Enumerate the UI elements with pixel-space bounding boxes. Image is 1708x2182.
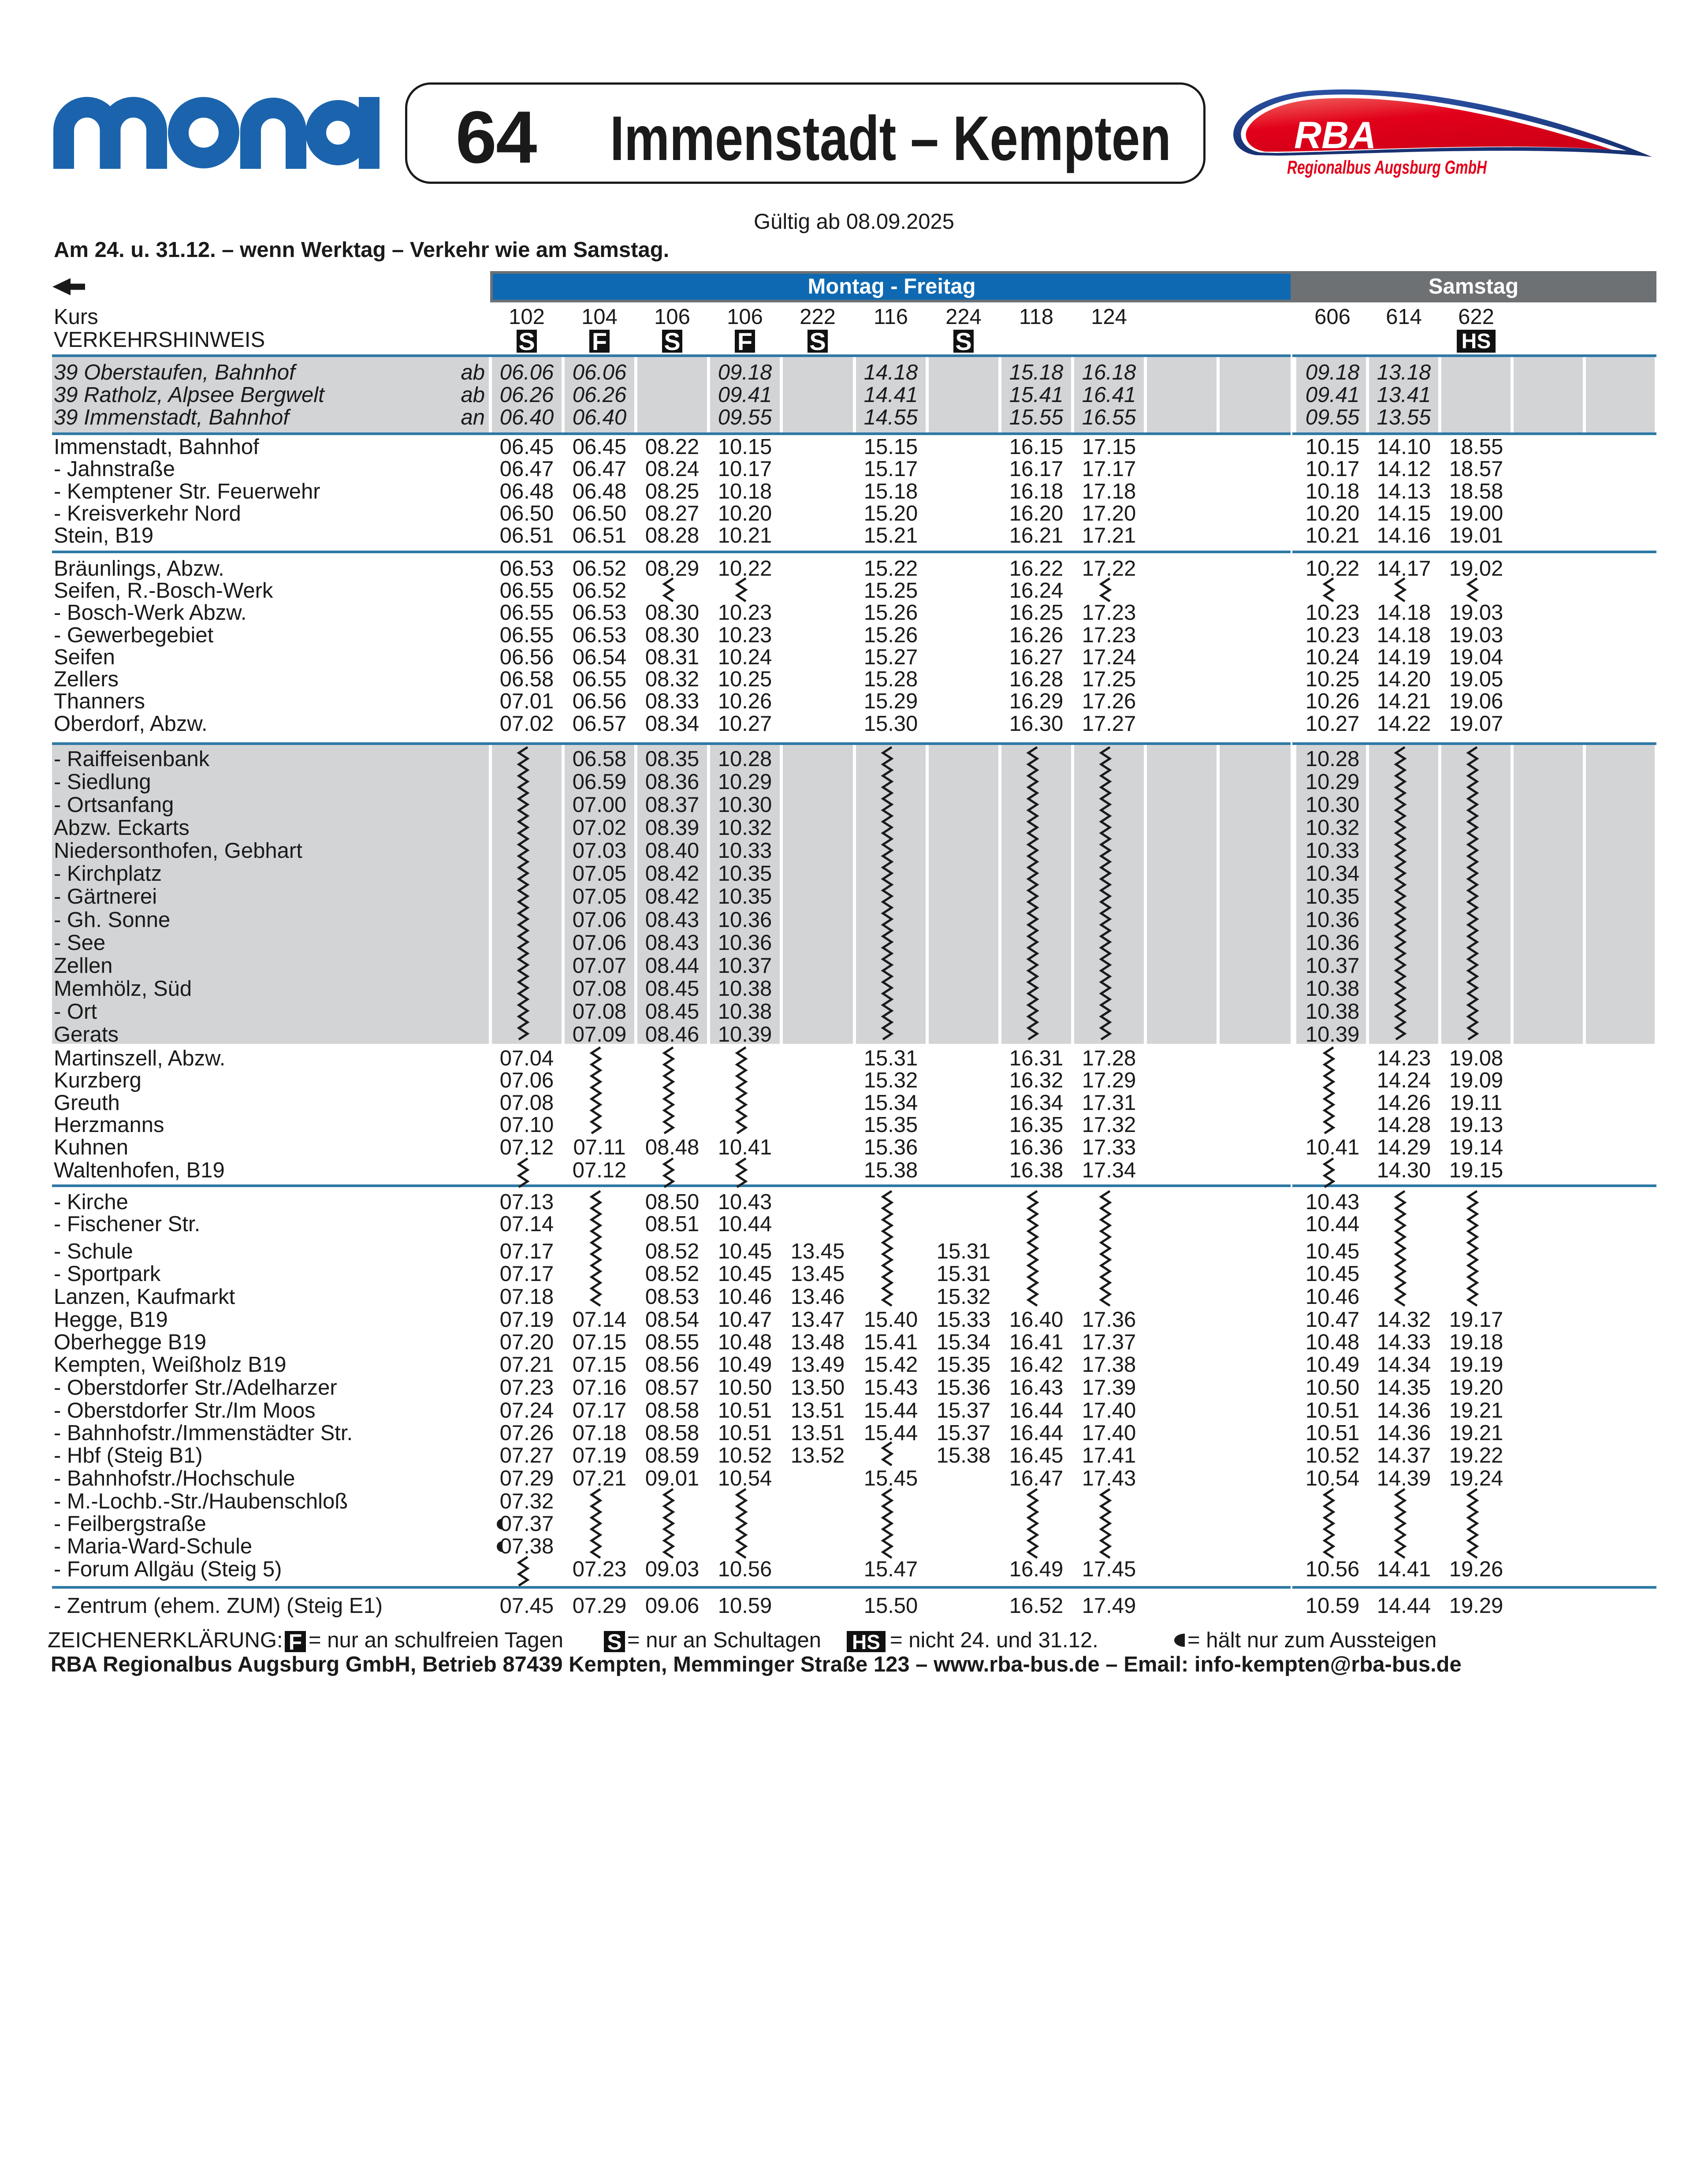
svg-text:RBA: RBA — [1294, 114, 1376, 156]
svg-text:Regionalbus Augsburg GmbH: Regionalbus Augsburg GmbH — [1287, 157, 1487, 178]
